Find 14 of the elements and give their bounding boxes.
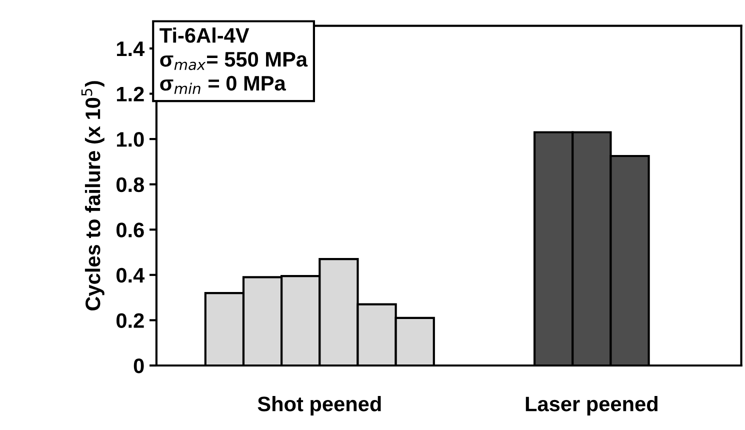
y-tick-label: 0.8 <box>116 177 144 192</box>
x-tick-label: Shot peened <box>258 396 381 416</box>
annotation: σ$_{min}$ = 0 MPa <box>160 76 286 94</box>
annotation: Ti-6Al-4V <box>160 28 250 43</box>
annotation: σ$_{max}$= 550 MPa <box>160 52 308 70</box>
x-tick-label: Laser peened <box>526 396 658 416</box>
y-tick-label: 1.0 <box>117 132 144 147</box>
y-tick-label: 1.4 <box>117 42 145 56</box>
y-tick-label: 1.2 <box>117 86 144 102</box>
y-tick-label: 0.6 <box>116 222 144 238</box>
y-axis-title: Cycles to failure (x 10$^{5}$) <box>81 81 104 310</box>
y-tick-label: 0.2 <box>116 313 144 328</box>
y-tick-label: 0 <box>134 358 144 374</box>
y-tick-label: 0.4 <box>116 268 145 283</box>
